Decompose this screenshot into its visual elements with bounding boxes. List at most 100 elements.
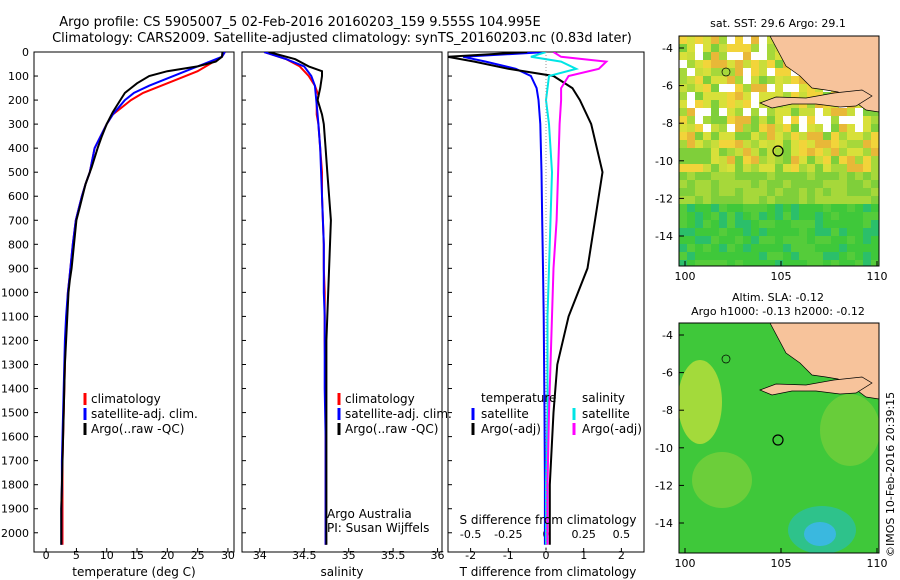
sst-cell [751, 52, 759, 60]
s-tick-label: 0.5 [613, 528, 631, 541]
x-tick-label: 0 [543, 549, 550, 562]
sst-cell [679, 196, 687, 204]
sst-cell [799, 108, 807, 116]
sst-cell [831, 252, 839, 260]
sst-cell [823, 164, 831, 172]
sst-cell [863, 156, 871, 164]
sst-cell [799, 164, 807, 172]
sst-cell [711, 220, 719, 228]
sst-cell [703, 140, 711, 148]
sst-cell [679, 228, 687, 236]
sst-cell [807, 212, 815, 220]
sst-cell [711, 244, 719, 252]
sst-cell [855, 164, 863, 172]
sst-cell [847, 236, 855, 244]
sst-cell [679, 116, 687, 124]
lat-tick-label: -6 [662, 367, 673, 380]
sst-cell [727, 188, 735, 196]
sst-cell [735, 36, 743, 44]
sst-cell [687, 188, 695, 196]
depth-tick-label: 500 [8, 166, 29, 179]
sst-cell [679, 148, 687, 156]
sst-cell [687, 84, 695, 92]
sst-cell [799, 132, 807, 140]
sst-cell [839, 244, 847, 252]
sst-cell [823, 172, 831, 180]
sst-cell [775, 108, 783, 116]
sst-cell [719, 116, 727, 124]
sst-cell [815, 172, 823, 180]
sst-cell [759, 212, 767, 220]
argo-position-marker [772, 434, 784, 446]
sst-cell [791, 196, 799, 204]
sst-cell [847, 124, 855, 132]
sst-cell [855, 236, 863, 244]
sst-cell [727, 124, 735, 132]
sst-cell [695, 260, 703, 266]
sst-cell [687, 124, 695, 132]
sst-cell [855, 124, 863, 132]
sst-cell [719, 100, 727, 108]
sst-cell [727, 180, 735, 188]
sst-cell [679, 76, 687, 84]
lon-tick-label: 110 [867, 557, 888, 570]
sst-cell [839, 188, 847, 196]
depth-tick-label: 1900 [1, 503, 29, 516]
sst-cell [831, 108, 839, 116]
sst-cell [815, 220, 823, 228]
x-tick-label: 2 [618, 549, 625, 562]
sst-cell [783, 124, 791, 132]
sst-cell [871, 196, 879, 204]
sst-map-title: sat. SST: 29.6 Argo: 29.1 [710, 17, 846, 30]
sst-cell [687, 68, 695, 76]
sst-map-axes: -4 -6 -8 -10 -12 -14 100 105 110 [655, 42, 887, 283]
salinity-profiles [263, 52, 332, 545]
sst-cell [727, 220, 735, 228]
sst-cell [775, 228, 783, 236]
sst-cell [759, 92, 767, 100]
sst-cell [695, 44, 703, 52]
sst-cell [759, 236, 767, 244]
sst-cell [743, 60, 751, 68]
x-tick-label: 34.5 [292, 549, 317, 562]
sst-cell [727, 92, 735, 100]
x-tick-label: -2 [465, 549, 476, 562]
sst-cell [863, 180, 871, 188]
sst-cell [703, 188, 711, 196]
sst-cell [743, 252, 751, 260]
sst-cell [751, 68, 759, 76]
sst-cell [823, 244, 831, 252]
sst-cell [831, 236, 839, 244]
sst-cell [711, 180, 719, 188]
sst-cell [839, 260, 847, 266]
sst-cell [783, 116, 791, 124]
sst-cell [695, 36, 703, 44]
lat-tick-label: -14 [655, 230, 673, 243]
sst-cell [815, 132, 823, 140]
sst-cell [783, 228, 791, 236]
sla-map-axes: -4 -6 -8 -10 -12 -14 100 105 110 [655, 329, 887, 570]
sst-cell [735, 252, 743, 260]
sst-cell [807, 108, 815, 116]
sst-cell [767, 68, 775, 76]
sst-cell [743, 52, 751, 60]
sst-cell [759, 260, 767, 266]
sst-cell [727, 204, 735, 212]
sst-cell [839, 156, 847, 164]
sst-cell [839, 140, 847, 148]
title-line-1: Argo profile: CS 5905007_5 02-Feb-2016 2… [59, 15, 541, 30]
legend-label-climatology: climatology [91, 392, 161, 406]
sst-cell [719, 36, 727, 44]
sst-cell [863, 124, 871, 132]
sst-cell [863, 236, 871, 244]
depth-tick-label: 1800 [1, 479, 29, 492]
legend-title-salinity: salinity [582, 391, 625, 405]
sst-cell [863, 252, 871, 260]
sst-cell [807, 92, 815, 100]
x-tick-label: 15 [130, 549, 144, 562]
sst-cell [855, 172, 863, 180]
sst-cell [735, 204, 743, 212]
sst-cell [863, 212, 871, 220]
sst-cell [743, 236, 751, 244]
sst-cell [743, 84, 751, 92]
